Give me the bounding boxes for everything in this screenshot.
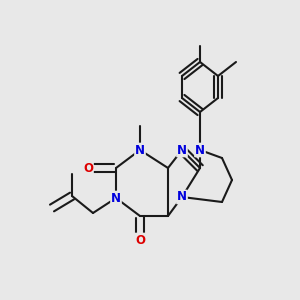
Text: O: O bbox=[135, 233, 145, 247]
Text: N: N bbox=[195, 143, 205, 157]
Text: N: N bbox=[135, 143, 145, 157]
Text: N: N bbox=[177, 143, 187, 157]
Text: O: O bbox=[83, 161, 93, 175]
Text: N: N bbox=[111, 191, 121, 205]
Text: N: N bbox=[177, 190, 187, 203]
